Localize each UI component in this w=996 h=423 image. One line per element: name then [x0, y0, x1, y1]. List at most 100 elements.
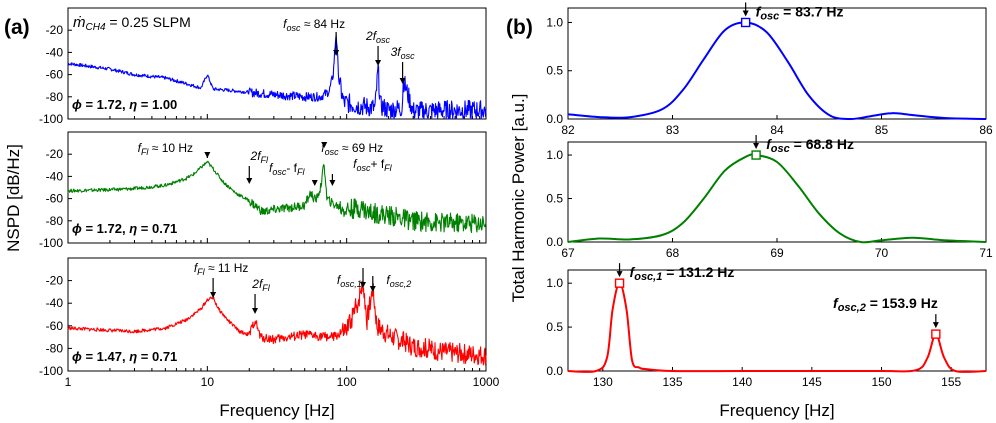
annotation-label: fFl ≈ 11 Hz	[194, 261, 249, 277]
mass-flow-label: ṁCH4 = 0.25 SLPM	[73, 14, 191, 33]
annotation-arrowhead	[321, 142, 328, 148]
annotation-arrowhead	[333, 50, 340, 56]
annotation-arrowhead	[360, 282, 367, 288]
annotation-label: fosc- fFl	[269, 161, 306, 177]
annotation-arrowhead	[210, 292, 217, 298]
peak-label: fosc,2 = 153.9 Hz	[833, 295, 938, 314]
plot-frame	[67, 257, 487, 372]
x-tick-label: 135	[662, 375, 682, 389]
x-tick-label: 1	[65, 375, 72, 389]
y-tick-label: -80	[46, 341, 64, 355]
peak-marker	[751, 150, 761, 160]
plot-frame	[567, 141, 987, 243]
x-tick-label: 140	[732, 375, 752, 389]
y-tick-label: -100	[39, 112, 63, 126]
y-tick-label: -80	[46, 90, 64, 104]
x-tick-label: 71	[979, 246, 993, 260]
series-line-a2	[67, 160, 487, 234]
y-tick-label: 0.0	[546, 235, 563, 249]
annotation-arrowhead	[246, 178, 253, 184]
y-tick-label: -40	[46, 45, 64, 59]
annotation-arrowhead	[375, 60, 382, 66]
series-line-b2	[567, 153, 987, 244]
annotation-arrowhead	[204, 152, 211, 158]
annotation-arrowhead	[252, 308, 259, 314]
x-tick-label: 69	[770, 246, 784, 260]
x-tick-label: 145	[802, 375, 822, 389]
y-tick-label: -40	[46, 169, 64, 183]
figure-static: (a) (b) Frequency [Hz] Frequency [Hz] NS…	[4, 16, 835, 420]
chart-b3: 0.0 0.5 1.0 130 135 140 145 150 155 fosc,1 = 131.…	[546, 263, 987, 389]
x-tick-label: 155	[941, 375, 961, 389]
y-tick-label: 1.0	[546, 148, 563, 162]
peak-marker	[740, 17, 751, 28]
panel-label-a: (a)	[4, 16, 30, 39]
x-tick-label: 150	[871, 375, 891, 389]
panel-label-b: (b)	[506, 16, 533, 39]
x-tick-label: 70	[875, 246, 889, 260]
y-tick-label: 0.5	[546, 192, 563, 206]
y-tick-label: -60	[46, 192, 64, 206]
x-tick-label: 68	[666, 246, 680, 260]
peak-label: fosc = 83.7 Hz	[756, 3, 844, 22]
x-tick-label: 82	[561, 123, 575, 137]
y-tick-label: -20	[46, 274, 64, 288]
y-tick-label: -60	[46, 68, 64, 82]
x-tick-label: 10	[201, 375, 215, 389]
annotation-arrowhead	[399, 78, 406, 84]
peak-label: fosc = 68.8 Hz	[766, 136, 854, 155]
series-line-a1	[67, 34, 487, 120]
x-tick-label: 84	[770, 123, 784, 137]
y-tick-label: -100	[39, 364, 63, 378]
annotation-arrowhead	[329, 180, 336, 186]
y-tick-label: 0.0	[546, 112, 563, 126]
x-tick-label: 86	[979, 123, 993, 137]
y-tick-label: 1.0	[546, 15, 563, 29]
x-tick-label: 85	[875, 123, 889, 137]
condition-label: ϕ = 1.47, η = 0.71	[72, 349, 177, 364]
y-tick-label: -100	[39, 236, 63, 250]
right-y-axis-label: Total Harmonic Power [a.u.]	[509, 94, 528, 303]
annotation-label: fosc,2	[386, 273, 411, 289]
left-x-axis-label: Frequency [Hz]	[219, 401, 334, 420]
annotation-label: 3fosc	[391, 45, 416, 61]
annotation-arrowhead	[311, 180, 318, 186]
y-tick-label: 0.5	[546, 320, 563, 334]
x-tick-label: 1000	[473, 375, 500, 389]
plot-frame	[67, 131, 487, 244]
annotation-arrowhead	[616, 271, 623, 278]
annotation-label: fosc,1,	[337, 273, 365, 289]
peak-marker	[614, 278, 625, 288]
x-tick-label: 67	[561, 246, 575, 260]
condition-label: ϕ = 1.72, η = 0.71	[72, 221, 177, 236]
y-tick-label: -40	[46, 296, 64, 310]
y-tick-label: 0.0	[546, 364, 563, 378]
annotation-label: fosc ≈ 69 Hz	[321, 141, 383, 157]
y-tick-label: -60	[46, 319, 64, 333]
y-tick-label: -20	[46, 147, 64, 161]
right-x-axis-label: Frequency [Hz]	[719, 401, 834, 420]
y-tick-label: -80	[46, 214, 64, 228]
x-tick-label: 130	[593, 375, 613, 389]
annotation-label: 2fFl	[250, 149, 270, 165]
plot-frame	[567, 7, 987, 120]
x-tick-label: 100	[337, 375, 357, 389]
annotation-label: fFl ≈ 10 Hz	[138, 141, 193, 157]
annotation-label: 2fFl	[251, 277, 271, 293]
annotation-arrowhead	[369, 286, 376, 292]
annotation-arrowhead	[932, 322, 939, 329]
chart-b1: 0.0 0.5 1.0 82 83 84 85 86 fosc = 83.7 Hz	[546, 2, 993, 137]
series-line-b1	[567, 21, 987, 121]
y-tick-label: 1.0	[546, 276, 563, 290]
annotation-arrowhead	[753, 143, 760, 150]
condition-label: ϕ = 1.72, η = 1.00	[72, 97, 177, 112]
series-line-a3	[67, 280, 487, 366]
peak-marker	[931, 329, 941, 339]
peak-label: fosc,1 = 131.2 Hz	[630, 264, 735, 283]
annotation-label: 2fosc	[365, 29, 391, 45]
